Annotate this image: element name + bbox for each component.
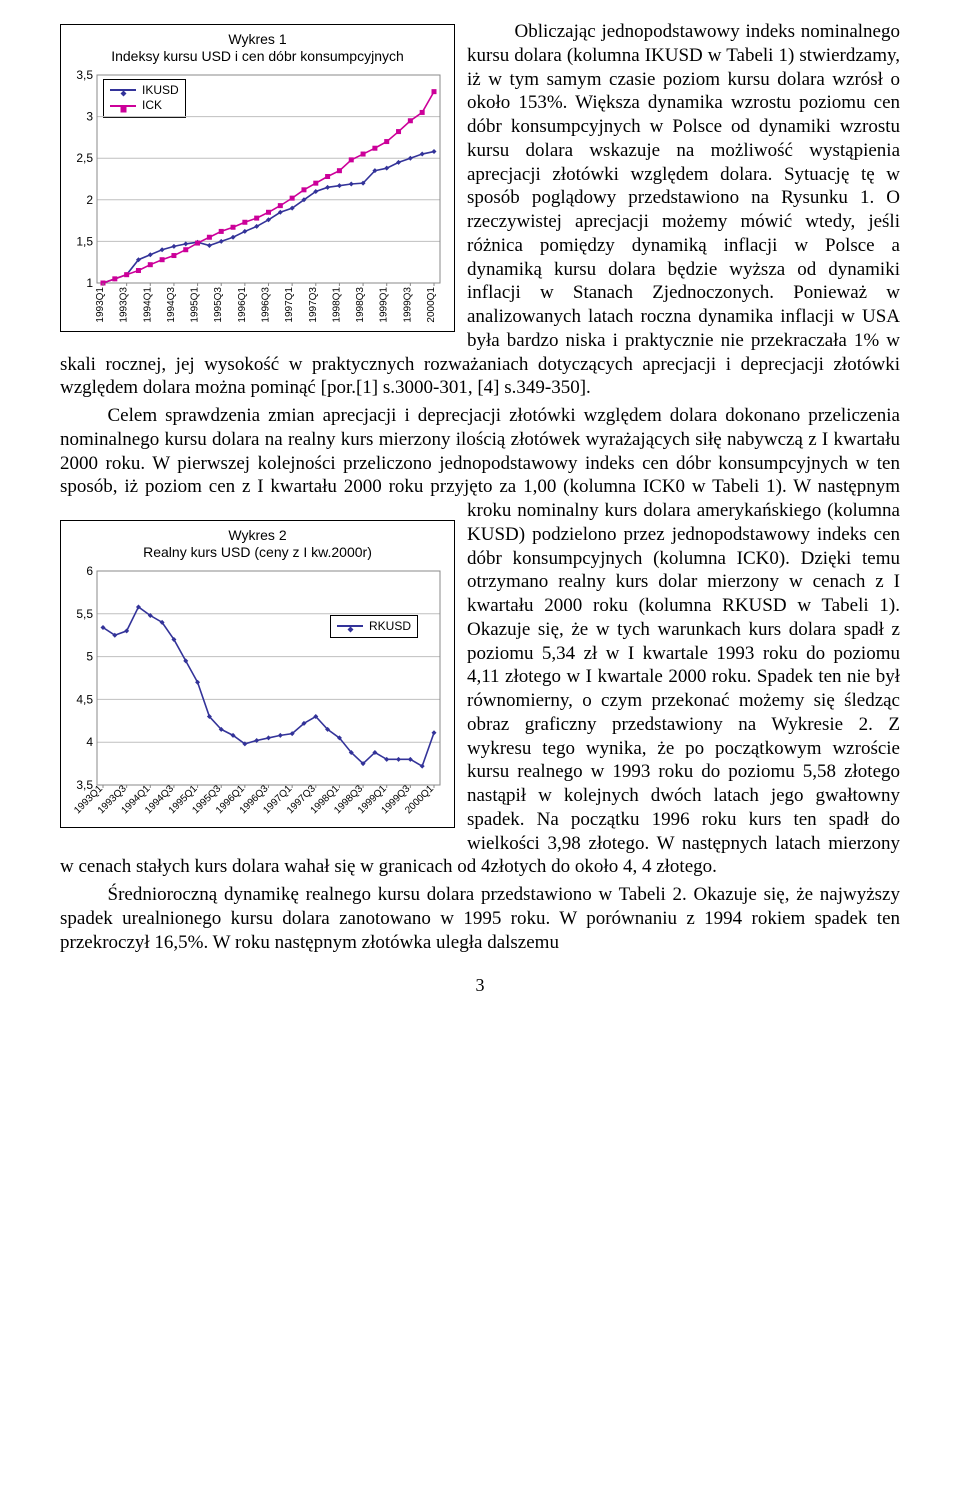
chart-1-area: IKUSD ICK 11,522,533,51993Q11993Q31994Q1… <box>67 69 448 329</box>
chart-2: Wykres 2 Realny kurs USD (ceny z I kw.20… <box>60 520 455 828</box>
svg-text:2,5: 2,5 <box>76 151 93 165</box>
svg-text:1998Q1: 1998Q1 <box>331 286 342 322</box>
paragraph-3: Średnioroczną dynamikę realnego kursu do… <box>60 883 900 954</box>
chart-1-title: Wykres 1 Indeksy kursu USD i cen dóbr ko… <box>67 31 448 65</box>
svg-text:1: 1 <box>86 276 93 290</box>
chart-2-title-line1: Wykres 2 <box>228 527 286 543</box>
svg-text:3,5: 3,5 <box>76 69 93 82</box>
svg-text:1999Q1: 1999Q1 <box>379 286 390 322</box>
svg-text:6: 6 <box>86 565 93 578</box>
svg-text:5: 5 <box>86 649 93 663</box>
page-content: Wykres 1 Indeksy kursu USD i cen dóbr ko… <box>60 0 900 1037</box>
chart-1-title-line2: Indeksy kursu USD i cen dóbr konsumpcyjn… <box>111 48 404 64</box>
svg-text:3: 3 <box>86 109 93 123</box>
chart-1: Wykres 1 Indeksy kursu USD i cen dóbr ko… <box>60 24 455 332</box>
svg-text:1998Q3: 1998Q3 <box>355 286 366 322</box>
svg-text:4,5: 4,5 <box>76 692 93 706</box>
svg-text:2: 2 <box>86 192 93 206</box>
svg-text:1993Q1: 1993Q1 <box>95 286 106 322</box>
svg-text:2000Q1: 2000Q1 <box>426 286 437 322</box>
svg-text:5,5: 5,5 <box>76 606 93 620</box>
svg-text:1995Q1: 1995Q1 <box>190 286 201 322</box>
svg-text:1996Q1: 1996Q1 <box>237 286 248 322</box>
chart-2-title: Wykres 2 Realny kurs USD (ceny z I kw.20… <box>67 527 448 561</box>
chart-2-title-line2: Realny kurs USD (ceny z I kw.2000r) <box>143 544 372 560</box>
chart-2-area: RKUSD 3,544,555,561993Q11993Q31994Q11994… <box>67 565 448 825</box>
svg-text:1993Q3: 1993Q3 <box>119 286 130 322</box>
chart-1-svg: 1 1,5 2 2,5 3 3,5 1993Q1 1993Q3 1994Q1 1994Q3 1995… <box>67 69 448 329</box>
svg-text:1997Q1: 1997Q1 <box>284 286 295 322</box>
svg-text:1994Q3: 1994Q3 <box>166 286 177 322</box>
svg-text:4: 4 <box>86 735 93 749</box>
svg-text:1996Q3: 1996Q3 <box>261 286 272 322</box>
page-number: 3 <box>60 974 900 997</box>
svg-text:1999Q3: 1999Q3 <box>402 286 413 322</box>
chart-1-title-line1: Wykres 1 <box>228 31 286 47</box>
svg-text:1,5: 1,5 <box>76 234 93 248</box>
svg-text:1997Q3: 1997Q3 <box>308 286 319 322</box>
chart-2-svg: 3,544,555,561993Q11993Q31994Q11994Q31995… <box>67 565 448 825</box>
svg-text:1995Q3: 1995Q3 <box>213 286 224 322</box>
svg-text:1994Q1: 1994Q1 <box>142 286 153 322</box>
